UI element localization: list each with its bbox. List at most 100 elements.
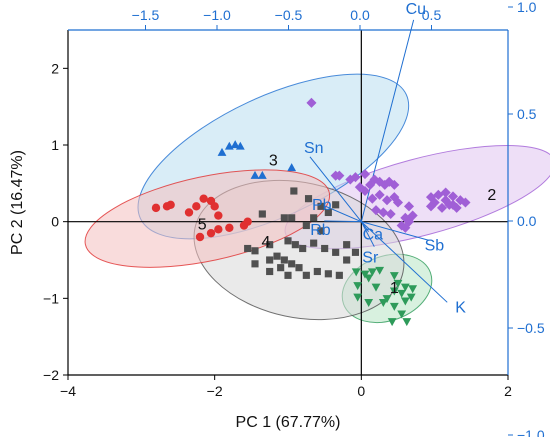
loading-k-label: K	[455, 299, 466, 316]
right-tick-label: 0.5	[517, 106, 537, 122]
group-2-point	[381, 195, 393, 206]
group-5-point	[151, 203, 161, 213]
group-4-point	[332, 201, 340, 209]
x-tick-label: 0	[357, 383, 365, 399]
right-tick-label: 0.0	[517, 213, 537, 229]
group-1-point	[397, 289, 407, 298]
group-2-point	[370, 205, 382, 216]
loading-cu-label: Cu	[406, 1, 426, 18]
group-2-point	[403, 201, 415, 212]
top-tick-label: −0.5	[275, 7, 303, 23]
group-4-point	[280, 214, 288, 222]
group-2-point	[374, 176, 385, 187]
group-2-point	[400, 222, 411, 233]
group-2-point	[392, 197, 404, 208]
group-5-point	[214, 225, 223, 234]
group-4-point	[304, 195, 313, 203]
text-labels: 1 2 3 4 5 Cu Sn Pb Rb Ca Sr Sb K	[198, 1, 497, 316]
group-4-point	[244, 244, 252, 253]
y-tick-label: 0	[51, 214, 59, 230]
plot-frame	[67, 29, 509, 376]
group-1-point	[406, 293, 416, 302]
group-4-point	[343, 241, 351, 249]
group-2-point	[385, 208, 396, 220]
group-5-point	[210, 202, 219, 211]
group-2-point	[334, 170, 345, 181]
x-tick-label: −4	[60, 383, 76, 399]
loading-pb-label: Pb	[312, 197, 332, 214]
group-4-point	[280, 256, 288, 264]
group-4-point	[284, 271, 292, 279]
loading-sn-label: Sn	[304, 140, 324, 157]
group-4-point	[313, 267, 321, 276]
group-4-point	[302, 221, 310, 230]
group-4-point	[310, 239, 318, 247]
group-2-point	[407, 210, 418, 221]
group-4-point	[290, 187, 298, 195]
right-tick-label: −1.0	[517, 427, 545, 437]
group-4-point	[291, 241, 299, 249]
group-4-point	[273, 252, 281, 260]
group-4-point	[288, 214, 296, 222]
group-4-point	[321, 244, 329, 253]
loading-rb-label: Rb	[310, 222, 331, 239]
group-4-point	[351, 248, 360, 256]
group-label-3: 3	[269, 153, 278, 170]
x-axis-title: PC 1 (67.77%)	[236, 414, 341, 431]
group-2-point	[447, 199, 459, 210]
group-4-point	[324, 270, 332, 278]
group-4-point	[251, 260, 259, 268]
loading-ca-label: Ca	[363, 227, 384, 244]
group-1-point	[353, 282, 363, 291]
group-label-1: 1	[390, 280, 399, 297]
group-4-point	[324, 208, 332, 217]
group-4-point	[277, 264, 285, 272]
top-tick-label: −1.5	[132, 7, 160, 23]
group-5-point	[214, 211, 223, 220]
group-4-point	[251, 247, 259, 255]
group-1-point	[402, 318, 412, 327]
group-2-point	[425, 201, 437, 212]
group-1-point	[375, 266, 385, 275]
group-5-point	[192, 202, 201, 211]
loading-sn-vector	[309, 156, 362, 222]
group-5-point	[206, 228, 216, 238]
loading-sr-label: Sr	[362, 250, 379, 267]
group-1-point	[389, 287, 399, 296]
x-tick-label: 2	[504, 383, 512, 399]
group-2-point	[447, 191, 459, 202]
group-2-point	[306, 97, 317, 108]
group-1-point	[400, 297, 410, 306]
group-4-point	[266, 267, 274, 276]
group-1-point	[353, 293, 363, 302]
group-2-point	[367, 193, 378, 204]
group-1-point	[389, 272, 399, 281]
group-2-point	[403, 216, 415, 227]
group-4-point	[266, 241, 274, 249]
group-4-point	[284, 237, 292, 245]
group-5-point	[184, 208, 194, 217]
group-2-point	[359, 185, 371, 197]
y-axis-title: PC 2 (16.47%)	[9, 150, 26, 255]
loading-pb-vector	[319, 203, 362, 223]
loading-sr-vector	[360, 221, 375, 247]
group-2-point	[436, 202, 448, 213]
group-2-point	[396, 220, 407, 231]
group-1-point	[367, 268, 377, 277]
group-1-point	[351, 268, 361, 277]
loading-sb-label: Sb	[425, 237, 445, 254]
group-4-point	[332, 248, 340, 256]
group-4-point	[288, 260, 296, 268]
group-2-point	[440, 187, 451, 198]
group-1-point	[364, 299, 374, 307]
group-4-point	[317, 202, 325, 210]
group-4-point	[343, 256, 351, 264]
top-tick-label: 0.0	[350, 7, 370, 23]
group-4-point	[317, 227, 325, 235]
group-3-point	[235, 141, 245, 150]
group-2-point	[379, 179, 390, 190]
group-2-point	[354, 182, 365, 193]
group-1-point	[408, 285, 418, 294]
